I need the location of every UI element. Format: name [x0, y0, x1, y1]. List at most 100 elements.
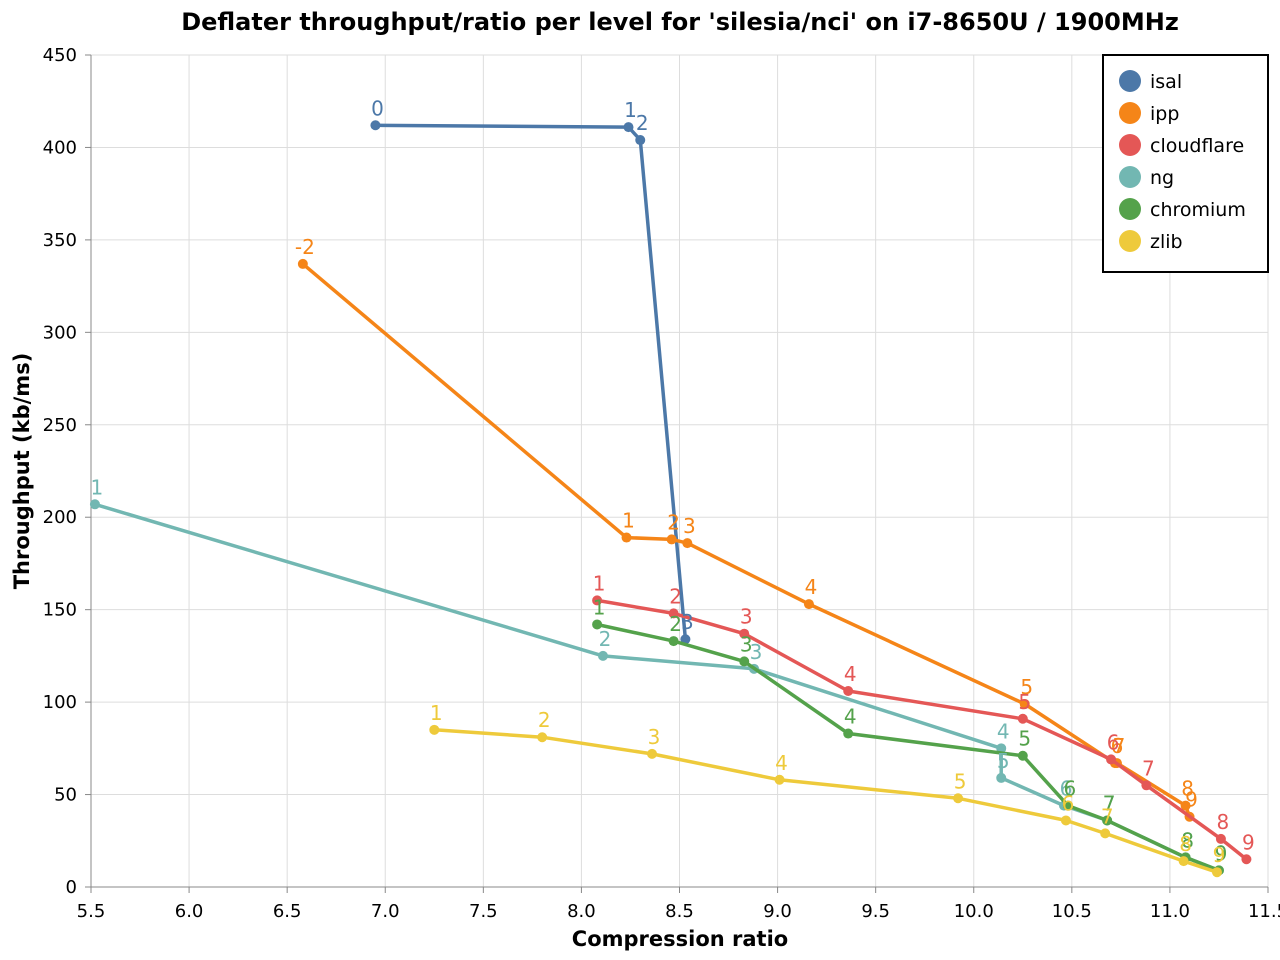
data-point-chromium — [1017, 750, 1028, 761]
series-line-chromium — [596, 622, 1220, 873]
point-label-chromium: 2 — [669, 612, 682, 636]
point-label-ng: 1 — [91, 475, 104, 499]
data-point-zlib — [1211, 867, 1222, 878]
point-label-zlib: 9 — [1213, 843, 1226, 867]
point-label-isal: 3 — [681, 610, 694, 634]
data-point-zlib — [537, 732, 548, 743]
chart-title: Deflater throughput/ratio per level for … — [181, 8, 1179, 36]
point-label-cloudflare: 3 — [740, 605, 753, 629]
data-point-ipp — [297, 258, 308, 269]
data-point-ipp — [1019, 698, 1030, 709]
data-point-zlib — [429, 724, 440, 735]
data-point-cloudflare — [1141, 780, 1152, 791]
data-point-chromium — [668, 636, 679, 647]
point-label-cloudflare: 4 — [844, 662, 857, 686]
data-point-isal — [680, 634, 691, 645]
point-label-ipp: -2 — [295, 235, 315, 259]
y-tick-label: 400 — [43, 137, 77, 158]
point-label-ng: 8 — [1181, 828, 1194, 852]
legend-swatch-chromium — [1119, 198, 1141, 220]
data-point-cloudflare — [843, 686, 854, 697]
point-label-ipp: 7 — [1113, 734, 1126, 758]
x-tick-label: 11.5 — [1248, 901, 1280, 922]
x-tick-label: 8.0 — [567, 901, 596, 922]
data-point-ng — [89, 499, 100, 510]
point-label-zlib: 3 — [648, 725, 661, 749]
point-label-ipp: 1 — [622, 509, 635, 533]
data-point-ipp — [1180, 800, 1191, 811]
point-label-ng: 6 — [1060, 777, 1073, 801]
data-point-ipp — [803, 599, 814, 610]
data-point-ng — [996, 772, 1007, 783]
point-label-cloudflare: 9 — [1242, 830, 1255, 854]
point-label-isal: 0 — [371, 96, 384, 120]
point-label-chromium: 6 — [1064, 777, 1077, 801]
point-label-ipp: 6 — [1111, 734, 1124, 758]
point-label-isal: 2 — [636, 111, 649, 135]
data-point-chromium — [739, 656, 750, 667]
x-tick-label: 7.0 — [371, 901, 400, 922]
point-label-cloudflare: 6 — [1107, 730, 1120, 754]
x-tick-label: 6.5 — [273, 901, 302, 922]
data-point-ng — [597, 650, 608, 661]
data-point-cloudflare — [1106, 754, 1117, 765]
y-tick-label: 200 — [43, 507, 77, 528]
point-label-zlib: 6 — [1062, 791, 1075, 815]
series-zlib — [429, 724, 1222, 878]
y-tick-label: 0 — [66, 877, 77, 898]
axes: 5.5 6.0 6.5 7.0 7.5 8.0 8.5 9.0 9.5 10.0 10.5 11.0 1… — [43, 45, 1280, 922]
point-label-chromium: 8 — [1181, 828, 1194, 852]
data-point-zlib — [647, 748, 658, 759]
point-label-chromium: 4 — [844, 705, 857, 729]
point-label-chromium: 3 — [740, 632, 753, 656]
series-line-isal — [375, 123, 688, 640]
point-label-zlib: 7 — [1101, 804, 1114, 828]
data-point-chromium — [592, 619, 603, 630]
x-tick-label: 9.5 — [861, 901, 890, 922]
legend-label-chromium: chromium — [1150, 199, 1246, 221]
point-label-chromium: 9 — [1215, 841, 1228, 865]
legend-swatch-isal — [1119, 70, 1141, 92]
x-tick-label: 10.5 — [1052, 901, 1092, 922]
data-point-ipp — [621, 532, 632, 543]
point-label-chromium: 1 — [593, 595, 606, 619]
point-label-cloudflare: 5 — [1018, 690, 1031, 714]
point-label-zlib: 5 — [954, 769, 967, 793]
x-tick-label: 8.5 — [665, 901, 694, 922]
data-point-ipp — [682, 538, 693, 549]
data-point-zlib — [774, 774, 785, 785]
legend-label-zlib: zlib — [1150, 231, 1183, 253]
data-point-ipp — [666, 534, 677, 545]
y-tick-label: 300 — [43, 322, 77, 343]
y-tick-label: 450 — [43, 45, 77, 66]
data-point-cloudflare — [1017, 713, 1028, 724]
point-label-zlib: 2 — [538, 708, 551, 732]
data-point-cloudflare — [1215, 833, 1226, 844]
point-label-ipp: 9 — [1185, 788, 1198, 812]
data-point-chromium — [843, 728, 854, 739]
data-point-ng — [996, 743, 1007, 754]
point-label-cloudflare: 8 — [1217, 810, 1230, 834]
data-point-cloudflare — [739, 628, 750, 639]
legend-swatch-ipp — [1119, 102, 1141, 124]
legend-swatch-ng — [1119, 166, 1141, 188]
y-axis-title: Throughput (kb/ms) — [10, 353, 34, 590]
data-point-cloudflare — [1241, 854, 1252, 865]
y-tick-label: 50 — [54, 785, 77, 806]
point-label-cloudflare: 7 — [1142, 756, 1155, 780]
data-point-isal — [635, 135, 646, 146]
legend-label-cloudflare: cloudflare — [1150, 135, 1244, 157]
y-tick-label: 100 — [43, 692, 77, 713]
data-point-chromium — [1062, 800, 1073, 811]
point-label-ipp: 3 — [683, 514, 696, 538]
series-line-cloudflare — [596, 598, 1248, 861]
x-tick-label: 11.0 — [1150, 901, 1190, 922]
point-label-ng: 2 — [599, 627, 612, 651]
data-point-zlib — [1100, 828, 1111, 839]
point-label-isal: 1 — [624, 98, 637, 122]
y-tick-label: 350 — [43, 230, 77, 251]
data-point-zlib — [1060, 815, 1071, 826]
data-point-chromium — [1102, 815, 1113, 826]
x-tick-label: 6.0 — [175, 901, 204, 922]
legend: isal ipp cloudflare ng chromium zlib — [1102, 54, 1269, 273]
